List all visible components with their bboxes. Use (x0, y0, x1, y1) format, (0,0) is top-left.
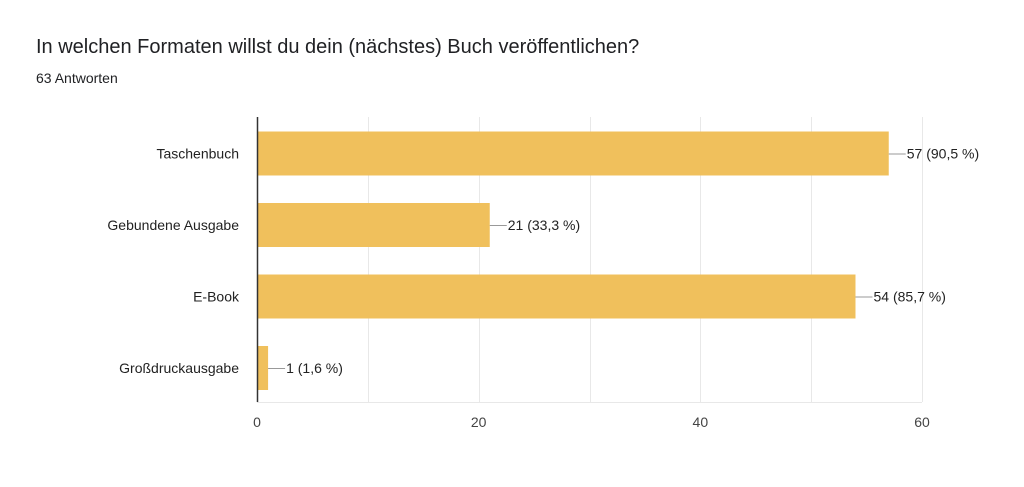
category-label: Taschenbuch (156, 146, 239, 162)
data-label: 57 (90,5 %) (907, 146, 979, 162)
bar (257, 131, 889, 176)
category-label: E-Book (193, 289, 240, 305)
x-tick-label: 20 (471, 414, 487, 430)
data-label: 1 (1,6 %) (286, 360, 343, 376)
question-title: In welchen Formaten willst du dein (näch… (36, 36, 640, 58)
bar (257, 203, 490, 247)
category-label: Großdruckausgabe (119, 360, 239, 376)
x-tick-label: 0 (253, 414, 261, 430)
response-count: 63 Antworten (36, 70, 118, 86)
data-label: 21 (33,3 %) (508, 217, 580, 233)
data-label: 54 (85,7 %) (874, 289, 946, 305)
x-tick-label: 60 (914, 414, 930, 430)
category-label: Gebundene Ausgabe (107, 217, 239, 233)
x-tick-label: 40 (693, 414, 709, 430)
bar (257, 346, 269, 390)
bar (257, 274, 856, 319)
